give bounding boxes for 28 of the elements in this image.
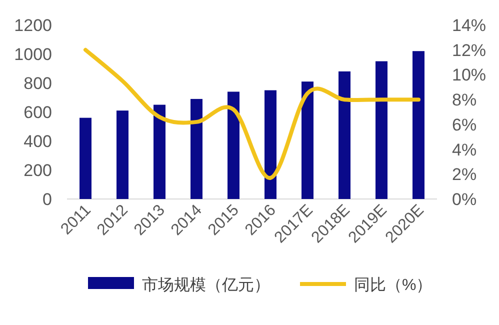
y2-tick-label: 2%: [452, 165, 477, 184]
y-tick-label: 1200: [14, 16, 52, 35]
y2-tick-label: 14%: [452, 16, 486, 35]
y2-tick-label: 6%: [452, 115, 477, 134]
y-tick-label: 800: [24, 74, 52, 93]
y-tick-label: 400: [24, 132, 52, 151]
y-tick-label: 1000: [14, 45, 52, 64]
bar: [116, 110, 128, 199]
y2-tick-label: 0%: [452, 190, 477, 209]
bar: [376, 61, 388, 199]
y-tick-label: 0: [42, 190, 52, 209]
bar: [154, 104, 166, 199]
line-series: [84, 48, 420, 180]
bar: [80, 118, 92, 199]
y2-tick-label: 10%: [452, 66, 486, 85]
bar: [338, 71, 350, 199]
bar: [302, 82, 314, 199]
y-tick-label: 600: [24, 103, 52, 122]
legend-label: 同比（%）: [354, 276, 432, 294]
y2-tick-label: 8%: [452, 90, 477, 110]
y2-tick-label: 12%: [452, 40, 486, 60]
y-tick-label: 200: [24, 161, 52, 180]
legend-label: 市场规模（亿元）: [142, 276, 270, 294]
bar: [190, 98, 202, 199]
bar: [412, 51, 424, 199]
bar: [228, 92, 240, 199]
y2-tick-label: 4%: [452, 140, 477, 160]
bar: [264, 90, 276, 199]
